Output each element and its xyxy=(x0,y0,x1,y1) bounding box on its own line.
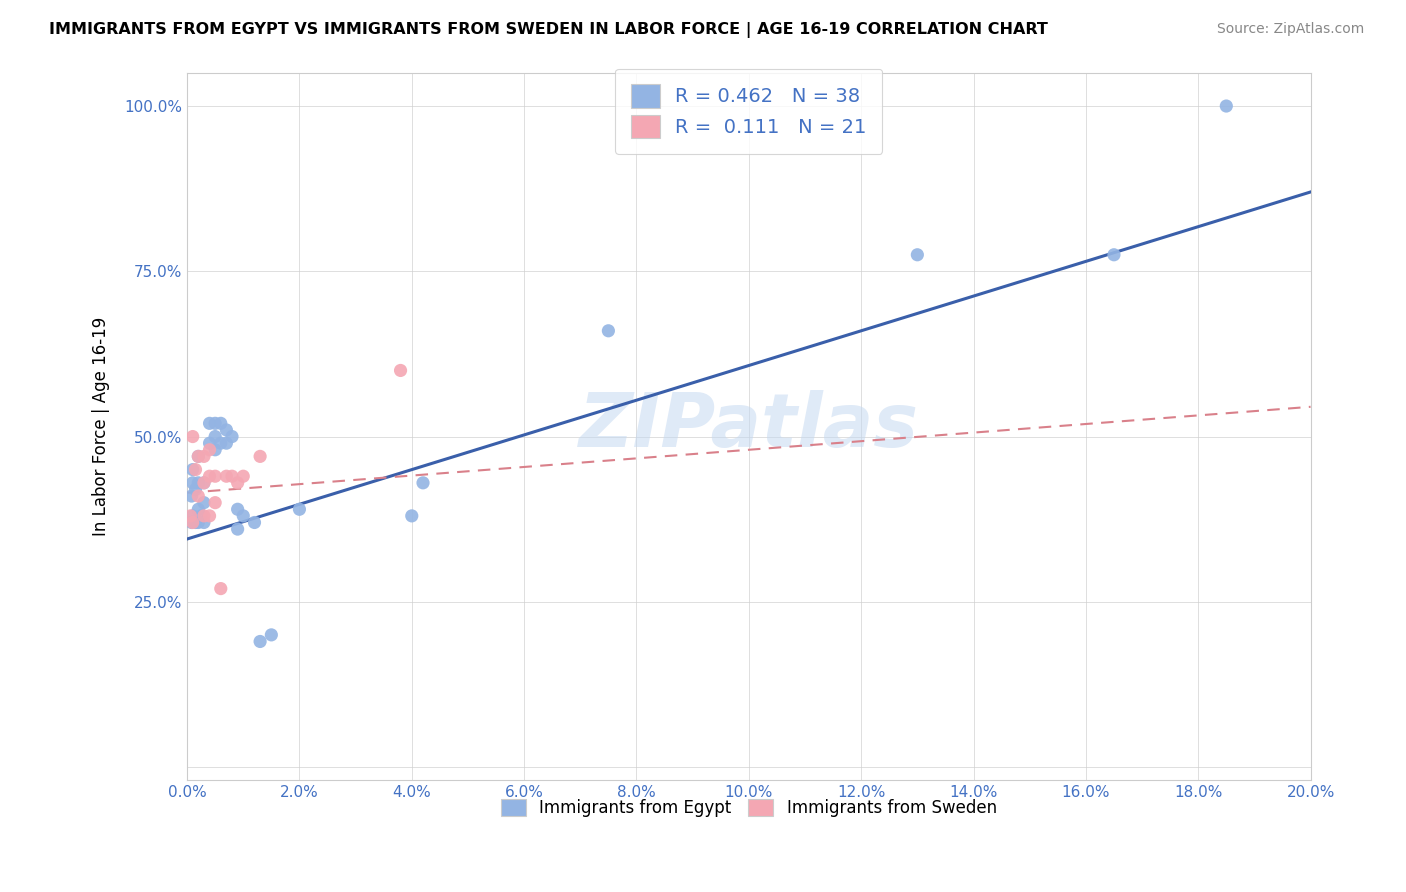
Point xyxy=(184,462,207,476)
Point xyxy=(204,496,226,510)
Point xyxy=(204,442,226,457)
Text: Source: ZipAtlas.com: Source: ZipAtlas.com xyxy=(1216,22,1364,37)
Point xyxy=(187,516,209,530)
Point xyxy=(198,417,221,431)
Point xyxy=(226,475,249,490)
Point xyxy=(187,475,209,490)
Point xyxy=(209,417,232,431)
Point xyxy=(187,489,209,503)
Point xyxy=(249,634,271,648)
Point xyxy=(181,508,204,523)
Point xyxy=(193,516,215,530)
Point xyxy=(209,582,232,596)
Point xyxy=(180,489,202,503)
Point xyxy=(193,508,215,523)
Point xyxy=(187,450,209,464)
Point xyxy=(193,475,215,490)
Point xyxy=(180,516,202,530)
Point xyxy=(598,324,620,338)
Point xyxy=(209,436,232,450)
Point xyxy=(193,496,215,510)
Point xyxy=(198,442,221,457)
Point xyxy=(181,516,204,530)
Point xyxy=(190,508,212,523)
Point xyxy=(187,450,209,464)
Point xyxy=(198,436,221,450)
Text: ZIPatlas: ZIPatlas xyxy=(579,390,920,463)
Y-axis label: In Labor Force | Age 16-19: In Labor Force | Age 16-19 xyxy=(93,317,110,536)
Point xyxy=(401,508,423,523)
Point xyxy=(198,508,221,523)
Point xyxy=(215,469,238,483)
Point xyxy=(187,502,209,516)
Point xyxy=(1215,99,1237,113)
Point xyxy=(204,417,226,431)
Point xyxy=(389,363,412,377)
Point xyxy=(179,508,201,523)
Point xyxy=(204,469,226,483)
Point xyxy=(204,429,226,443)
Legend: Immigrants from Egypt, Immigrants from Sweden: Immigrants from Egypt, Immigrants from S… xyxy=(492,790,1005,825)
Point xyxy=(260,628,283,642)
Point xyxy=(221,469,243,483)
Point xyxy=(412,475,434,490)
Point xyxy=(232,508,254,523)
Point xyxy=(221,429,243,443)
Point xyxy=(193,475,215,490)
Point xyxy=(226,502,249,516)
Point xyxy=(193,450,215,464)
Point xyxy=(232,469,254,483)
Point xyxy=(905,248,928,262)
Point xyxy=(184,516,207,530)
Point xyxy=(249,450,271,464)
Point xyxy=(226,522,249,536)
Point xyxy=(243,516,266,530)
Point xyxy=(288,502,311,516)
Point xyxy=(181,462,204,476)
Text: IMMIGRANTS FROM EGYPT VS IMMIGRANTS FROM SWEDEN IN LABOR FORCE | AGE 16-19 CORRE: IMMIGRANTS FROM EGYPT VS IMMIGRANTS FROM… xyxy=(49,22,1047,38)
Point xyxy=(215,423,238,437)
Point xyxy=(1102,248,1125,262)
Point xyxy=(181,475,204,490)
Point xyxy=(181,429,204,443)
Point xyxy=(198,469,221,483)
Point xyxy=(215,436,238,450)
Point xyxy=(184,483,207,497)
